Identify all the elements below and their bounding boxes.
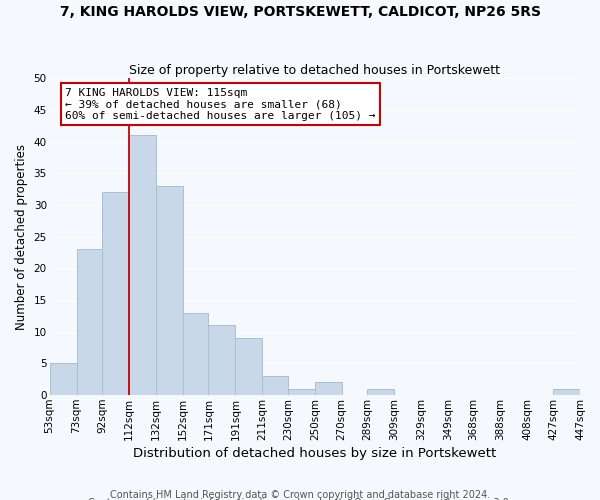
Title: Size of property relative to detached houses in Portskewett: Size of property relative to detached ho… bbox=[129, 64, 500, 77]
Bar bbox=[208, 326, 235, 395]
Bar bbox=[553, 389, 580, 395]
Text: Contains HM Land Registry data © Crown copyright and database right 2024.: Contains HM Land Registry data © Crown c… bbox=[110, 490, 490, 500]
Y-axis label: Number of detached properties: Number of detached properties bbox=[15, 144, 28, 330]
X-axis label: Distribution of detached houses by size in Portskewett: Distribution of detached houses by size … bbox=[133, 447, 496, 460]
Bar bbox=[367, 389, 394, 395]
Bar bbox=[262, 376, 288, 395]
Bar bbox=[156, 186, 183, 395]
Bar bbox=[288, 389, 315, 395]
Bar bbox=[77, 250, 102, 395]
Text: Contains public sector information licensed under the Open Government Licence v3: Contains public sector information licen… bbox=[88, 498, 512, 500]
Bar bbox=[102, 192, 129, 395]
Bar bbox=[183, 312, 208, 395]
Text: 7, KING HAROLDS VIEW, PORTSKEWETT, CALDICOT, NP26 5RS: 7, KING HAROLDS VIEW, PORTSKEWETT, CALDI… bbox=[59, 5, 541, 19]
Bar bbox=[315, 382, 342, 395]
Bar bbox=[50, 364, 77, 395]
Bar bbox=[129, 135, 156, 395]
Text: 7 KING HAROLDS VIEW: 115sqm
← 39% of detached houses are smaller (68)
60% of sem: 7 KING HAROLDS VIEW: 115sqm ← 39% of det… bbox=[65, 88, 376, 121]
Bar bbox=[235, 338, 262, 395]
